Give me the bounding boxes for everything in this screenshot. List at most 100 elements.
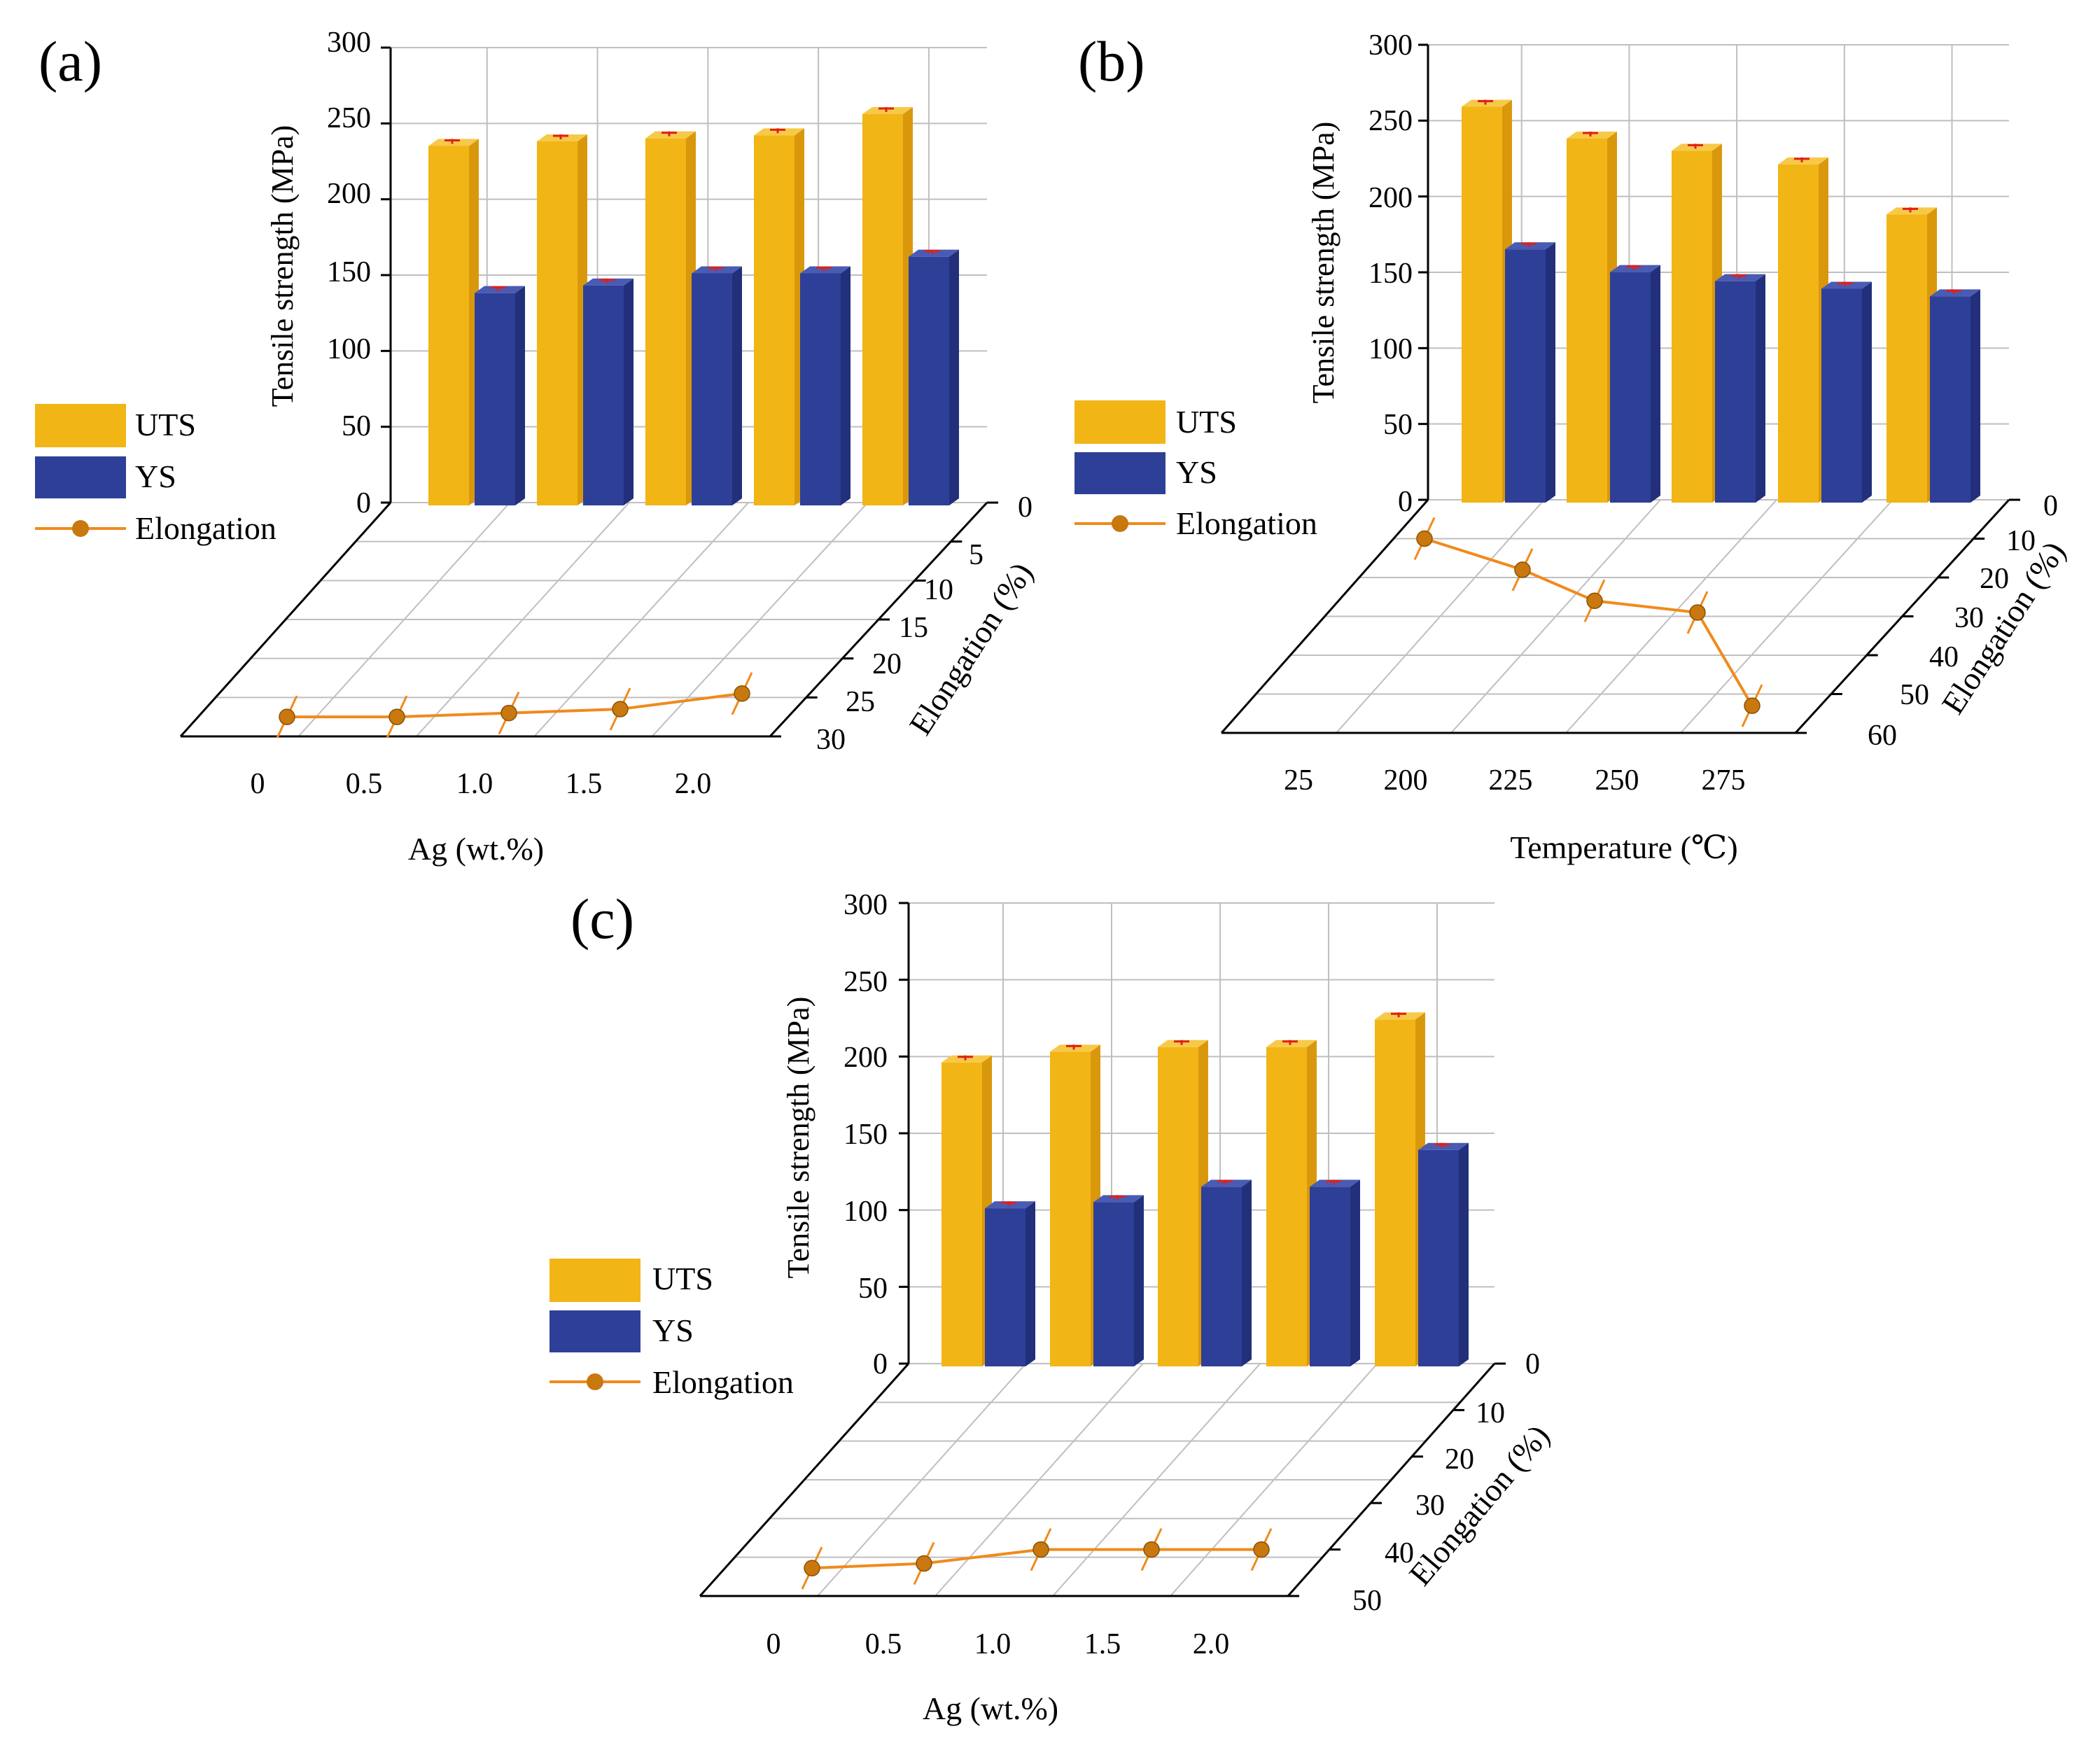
- elongation-point: [1586, 592, 1603, 610]
- ys-bar: [692, 266, 742, 505]
- uts-bar: [428, 139, 479, 505]
- bars: [941, 1012, 1469, 1366]
- x-tick-label: 275: [1702, 764, 1746, 797]
- ys-bar-top: [1930, 289, 1980, 297]
- z-tick-label: 250: [1368, 105, 1413, 137]
- y-axis-title: Elongation (%): [902, 556, 1040, 741]
- panel-label: (a): [38, 29, 102, 93]
- uts-bar: [1886, 207, 1937, 503]
- ys-bar-front: [1310, 1186, 1350, 1366]
- z-tick-label: 200: [844, 1042, 888, 1074]
- uts-bar-top: [1266, 1040, 1317, 1047]
- z-tick-label: 100: [1368, 333, 1413, 365]
- uts-bar: [645, 131, 696, 505]
- ys-bar-side: [732, 266, 742, 505]
- legend-ys-swatch: [550, 1310, 640, 1352]
- y-tick-labels: 0 10 20 30 40 50 60: [1868, 490, 2058, 752]
- z-tick-label: 250: [327, 102, 371, 134]
- uts-bar-front: [754, 135, 794, 506]
- ys-bar: [1505, 242, 1555, 503]
- uts-bar: [1672, 144, 1722, 503]
- y-tick-label: 20: [872, 648, 902, 680]
- uts-bar: [1567, 132, 1617, 503]
- elongation-point: [279, 708, 295, 725]
- z-tick-label: 250: [844, 966, 888, 998]
- ys-bar-top: [909, 249, 959, 257]
- elongation-point: [916, 1555, 932, 1572]
- x-tick-labels: 25 200 225 250 275: [1284, 764, 1746, 797]
- uts-bar-front: [862, 114, 903, 505]
- elongation-point: [612, 701, 629, 718]
- ys-bar-front: [985, 1208, 1026, 1366]
- ys-bar-side: [1459, 1142, 1469, 1366]
- elongation-point: [734, 685, 750, 702]
- legend-ys-swatch: [35, 456, 126, 498]
- z-tick-label: 150: [1368, 258, 1413, 290]
- ys-bar-front: [1505, 249, 1546, 503]
- z-tick-label: 50: [1383, 409, 1413, 441]
- z-axis-title: Tensile strength (MPa): [1306, 122, 1340, 404]
- x-tick-label: 2.0: [1193, 1628, 1230, 1660]
- ys-bar-top: [985, 1201, 1035, 1209]
- elongation-point: [388, 708, 405, 725]
- ys-bar: [583, 278, 634, 505]
- x-axis-title: Ag (wt.%): [408, 831, 544, 867]
- ys-bar: [1821, 281, 1872, 503]
- legend: UTS YS Elongation: [1074, 400, 1317, 541]
- floor-gridline-category: [651, 502, 869, 737]
- ys-bar-top: [583, 278, 634, 286]
- ys-bar-front: [1418, 1149, 1459, 1366]
- ys-bar: [1715, 274, 1765, 503]
- x-tick-label: 2.0: [675, 768, 712, 800]
- elongation-line: [1424, 537, 1754, 707]
- ys-bar-front: [1610, 272, 1651, 503]
- ys-bar: [1610, 265, 1660, 503]
- uts-bar-top: [428, 139, 479, 146]
- uts-bar-top: [1778, 157, 1828, 164]
- uts-bar-front: [1567, 139, 1607, 503]
- legend-elongation-label: Elongation: [135, 510, 276, 546]
- x-tick-label: 1.0: [456, 768, 493, 800]
- floor-grid: [1256, 499, 1974, 734]
- uts-bar: [1158, 1040, 1208, 1366]
- uts-bar-front: [1778, 164, 1819, 503]
- x-axis-title: Ag (wt.%): [923, 1690, 1058, 1726]
- panel-label: (b): [1078, 29, 1145, 93]
- y-tick-label: 30: [816, 724, 846, 756]
- elongation-point: [1253, 1541, 1270, 1558]
- legend-uts-swatch: [35, 404, 126, 447]
- y-tick-label: 20: [1445, 1443, 1474, 1476]
- floor-gridline-category: [1336, 499, 1545, 734]
- z-tick-label: 200: [1368, 182, 1413, 214]
- uts-bar-top: [754, 128, 804, 136]
- ys-bar-side: [1242, 1180, 1252, 1366]
- ys-bar-top: [1418, 1142, 1469, 1150]
- uts-bar: [1778, 157, 1828, 503]
- legend: UTS YS Elongation: [550, 1259, 794, 1400]
- floor-gridline-category: [416, 502, 630, 737]
- y-tick-label: 25: [846, 686, 875, 718]
- elongation-point: [1689, 604, 1706, 621]
- uts-bar-front: [1050, 1051, 1091, 1366]
- y-tick-label: 30: [1415, 1490, 1445, 1522]
- floor-gridline-category: [817, 1363, 1027, 1597]
- ys-bar-front: [1930, 296, 1970, 503]
- elongation-point: [1744, 697, 1760, 714]
- uts-bar-front: [941, 1062, 982, 1366]
- y-tick-label: 40: [1385, 1537, 1414, 1569]
- legend-uts-label: UTS: [135, 407, 196, 442]
- z-tick-labels: 300 250 200 150 100 50 0: [844, 889, 888, 1380]
- ys-bar-top: [692, 266, 742, 274]
- ys-bar-top: [1505, 242, 1555, 250]
- uts-bar-front: [1266, 1046, 1307, 1366]
- z-tick-label: 50: [858, 1273, 888, 1305]
- uts-bar-top: [645, 131, 696, 139]
- panel-label: (c): [570, 887, 634, 951]
- ys-bar-front: [475, 293, 515, 505]
- x-tick-label: 225: [1489, 764, 1533, 797]
- uts-bar: [941, 1055, 992, 1366]
- ys-bar: [909, 249, 959, 505]
- ys-bar-side: [949, 249, 959, 505]
- z-tick-label: 0: [873, 1348, 888, 1380]
- ys-bar-side: [1350, 1180, 1360, 1366]
